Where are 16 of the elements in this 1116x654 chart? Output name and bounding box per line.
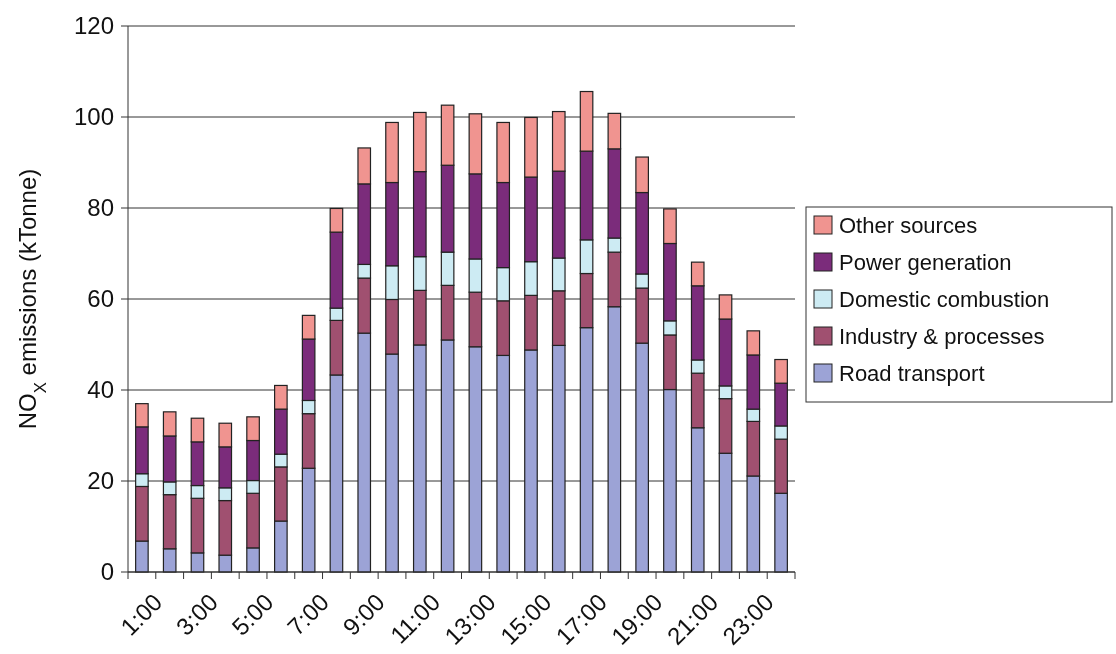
y-tick-label: 0 [100, 558, 114, 586]
y-tick-label: 120 [73, 12, 114, 40]
y-tick-label: 100 [73, 103, 114, 131]
y-tick-label: 40 [87, 376, 114, 404]
y-tick-label: 60 [87, 285, 114, 313]
legend-label: Domestic combustion [839, 286, 1050, 312]
legend-label: Road transport [839, 360, 985, 386]
legend-label: Power generation [839, 249, 1012, 275]
x-tick-label: 9:00 [337, 588, 390, 641]
x-tick-label: 3:00 [170, 588, 223, 641]
x-tick-label: 5:00 [226, 588, 279, 641]
legend-label: Other sources [839, 212, 978, 238]
legend-label: Industry & processes [839, 323, 1045, 349]
y-tick-label: 20 [87, 467, 114, 495]
y-tick-label: 80 [87, 194, 114, 222]
x-tick-label: 7:00 [281, 588, 335, 641]
